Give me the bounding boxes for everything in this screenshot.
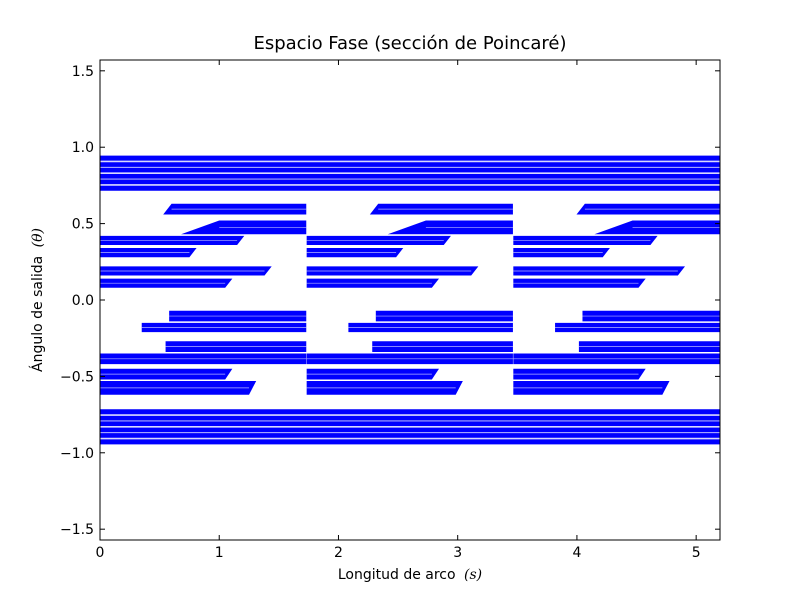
y-tick-label-4: 0.5 <box>72 217 94 233</box>
x-tick-label-0: 0 <box>96 545 105 561</box>
x-tick-label-5: 5 <box>692 545 701 561</box>
y-tick-label-1: −1.0 <box>60 446 94 462</box>
x-axis-label-symbol: (s) <box>464 567 482 583</box>
x-axis-label: Longitud de arco (s) <box>338 567 482 583</box>
y-tick-label-3: 0.0 <box>72 293 94 309</box>
y-tick-label-5: 1.0 <box>72 140 94 156</box>
ticks-layer: 0 1 2 3 4 5 −1.5 −1.0 −0.5 0.0 0.5 1.0 1.5 <box>60 60 720 561</box>
x-tick-label-1: 1 <box>215 545 224 561</box>
x-axis-label-text: Longitud de arco <box>338 567 456 583</box>
data-layer <box>100 155 720 445</box>
x-tick-label-3: 3 <box>453 545 462 561</box>
axes-frame <box>99 59 721 541</box>
x-tick-label-2: 2 <box>334 545 343 561</box>
y-axis-label-symbol: (θ) <box>30 228 46 247</box>
x-tick-label-4: 4 <box>572 545 581 561</box>
y-tick-label-6: 1.5 <box>72 64 94 80</box>
y-axis-label-text: Ángulo de salida <box>29 256 46 372</box>
y-tick-label-2: −0.5 <box>60 369 94 385</box>
y-tick-label-0: −1.5 <box>60 522 94 538</box>
chart-title: Espacio Fase (sección de Poincaré) <box>253 33 566 54</box>
y-axis-label: Ángulo de salida (θ) <box>29 228 46 372</box>
